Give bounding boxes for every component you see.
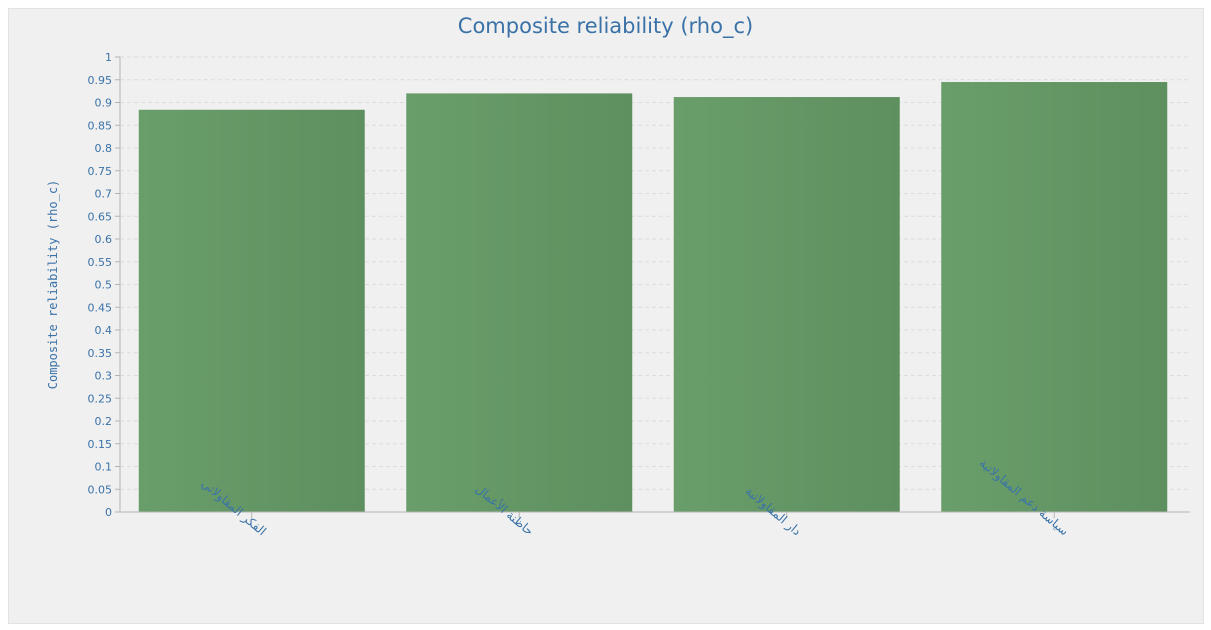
y-tick-label: 0.35 (88, 347, 113, 360)
y-tick-label: 0.95 (88, 74, 113, 87)
y-tick-label: 0.05 (88, 483, 113, 496)
y-axis-label: Composite reliability (rho_c) (46, 180, 60, 390)
y-tick-label: 0.65 (88, 210, 113, 223)
y-tick-label: 0.5 (95, 279, 113, 292)
bar (941, 82, 1168, 513)
bar-series (138, 82, 1168, 513)
y-tick-label: 0.45 (88, 301, 113, 314)
y-tick-label: 0.4 (95, 324, 113, 337)
y-tick-label: 0.8 (95, 142, 113, 155)
y-tick-label: 0.6 (95, 233, 113, 246)
y-tick-label: 0.1 (95, 461, 113, 474)
y-tick-label: 0.85 (88, 119, 113, 132)
bar (406, 93, 633, 513)
y-tick-label: 1 (105, 51, 112, 64)
bar (673, 97, 900, 512)
y-tick-label: 0.3 (95, 370, 113, 383)
y-tick-label: 0.25 (88, 392, 113, 405)
axes (115, 56, 1190, 518)
y-tick-label: 0.75 (88, 165, 113, 178)
bar (138, 109, 365, 512)
chart-title: Composite reliability (rho_c) (457, 14, 754, 38)
y-tick-label: 0 (105, 506, 112, 519)
y-tick-label: 0.9 (95, 97, 113, 110)
y-tick-label: 0.15 (88, 438, 113, 451)
y-tick-label: 0.55 (88, 256, 113, 269)
y-tick-label: 0.2 (95, 415, 113, 428)
y-tick-label: 0.7 (95, 188, 113, 201)
